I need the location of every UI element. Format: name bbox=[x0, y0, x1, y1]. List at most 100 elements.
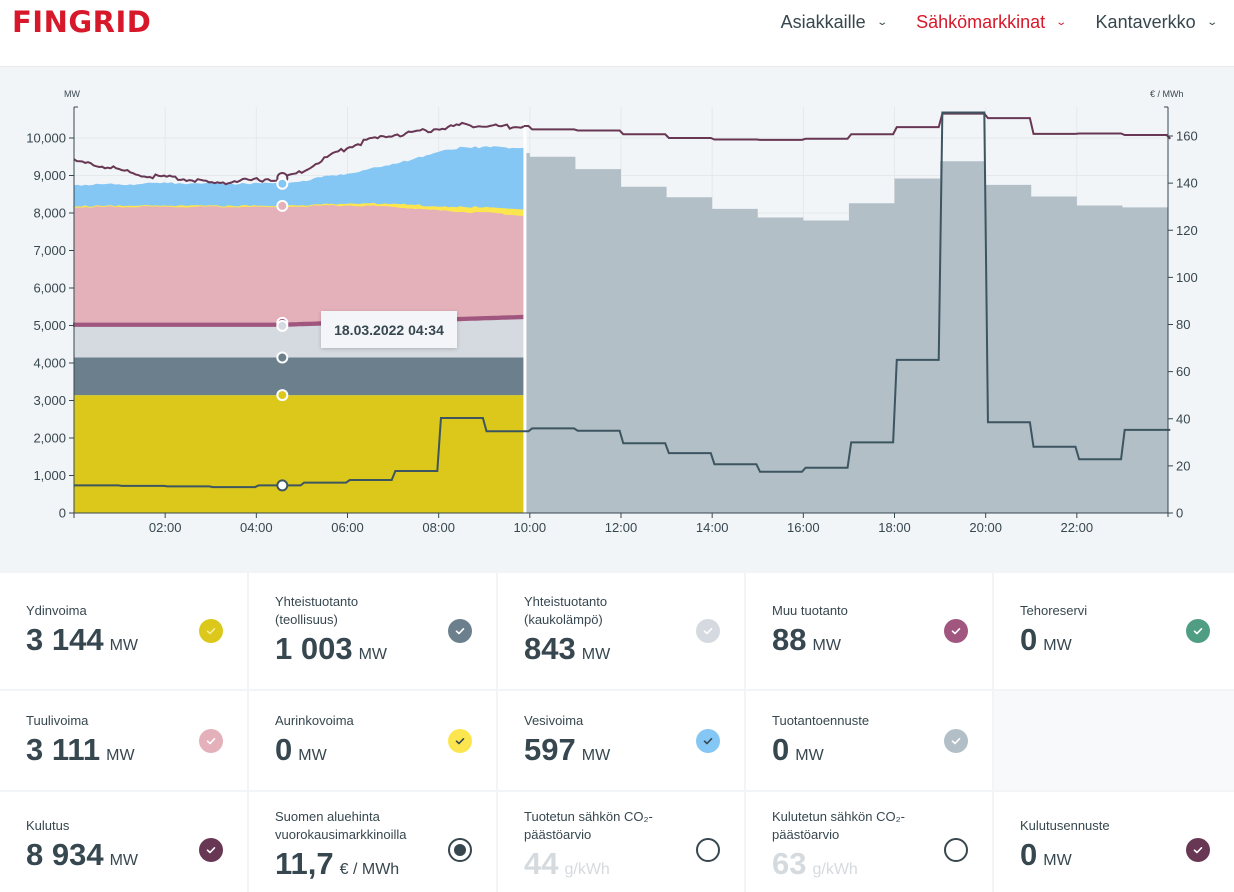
main-nav: Asiakkaille ⌄ Sähkömarkkinat ⌄ Kantaverk… bbox=[781, 12, 1218, 33]
checkbox-check-icon[interactable] bbox=[199, 619, 223, 643]
y-tick-label: 9,000 bbox=[33, 168, 66, 183]
legend-card[interactable]: Yhteistuotanto (teollisuus) 1 003 MW bbox=[249, 573, 496, 689]
card-value-number: 1 003 bbox=[275, 631, 353, 666]
chevron-down-icon: ⌄ bbox=[1205, 17, 1218, 28]
chart-tooltip: 18.03.2022 04:34 bbox=[321, 311, 457, 348]
checkbox-check-icon[interactable] bbox=[944, 619, 968, 643]
radio-unselected-icon[interactable] bbox=[944, 838, 968, 862]
checkbox-check-icon[interactable] bbox=[199, 729, 223, 753]
checkbox-check-icon[interactable] bbox=[448, 619, 472, 643]
nav-kantaverkko[interactable]: Kantaverkko ⌄ bbox=[1095, 12, 1218, 33]
x-tick-label: 12:00 bbox=[605, 520, 638, 535]
card-value-number: 11,7 bbox=[275, 846, 334, 881]
card-value-unit: g/kWh bbox=[812, 861, 858, 878]
card-value-unit: € / MWh bbox=[339, 861, 400, 878]
card-value-number: 0 bbox=[772, 732, 790, 767]
legend-card[interactable]: Tuulivoima 3 111 MW bbox=[0, 691, 247, 790]
y2-axis-label: € / MWh bbox=[1150, 89, 1184, 99]
legend-card[interactable]: Kulutusennuste 0 MW bbox=[994, 792, 1234, 892]
card-value-unit: MW bbox=[795, 747, 824, 764]
y-tick-label: 4,000 bbox=[33, 356, 66, 371]
radio-unselected-icon[interactable] bbox=[696, 838, 720, 862]
checkbox-check-icon[interactable] bbox=[696, 619, 720, 643]
card-value-unit: MW bbox=[581, 646, 611, 663]
card-label: Yhteistuotanto (kaukolämpö) bbox=[524, 594, 608, 627]
marker-price bbox=[276, 479, 289, 492]
card-label: Ydinvoima bbox=[26, 603, 87, 618]
checkbox-check-icon[interactable] bbox=[696, 729, 720, 753]
x-tick-label: 14:00 bbox=[696, 520, 729, 535]
y2-tick-label: 100 bbox=[1176, 270, 1198, 285]
area-ydinvoima bbox=[74, 395, 524, 513]
legend-card[interactable]: Kulutetun sähkön CO₂- päästöarvio 63 g/kWh bbox=[746, 792, 992, 892]
x-tick-label: 08:00 bbox=[422, 520, 455, 535]
legend-card[interactable]: Suomen aluehinta vuorokausimarkkinoilla 11… bbox=[249, 792, 496, 892]
y-tick-label: 3,000 bbox=[33, 393, 66, 408]
card-value-unit: MW bbox=[109, 852, 139, 869]
card-value-unit: MW bbox=[358, 646, 388, 663]
area-yhteistuotanto-teollisuus- bbox=[74, 357, 524, 396]
legend-card[interactable]: Tehoreservi 0 MW bbox=[994, 573, 1234, 689]
card-value-unit: MW bbox=[1043, 852, 1072, 869]
legend-card[interactable]: Tuotetun sähkön CO₂- päästöarvio 44 g/kWh bbox=[498, 792, 744, 892]
x-tick-label: 06:00 bbox=[331, 520, 364, 535]
checkbox-check-icon[interactable] bbox=[944, 729, 968, 753]
card-value: 597 MW bbox=[524, 732, 610, 768]
legend-card[interactable]: Aurinkovoima 0 MW bbox=[249, 691, 496, 790]
card-label: Vesivoima bbox=[524, 713, 584, 728]
site-header: FINGRID Asiakkaille ⌄ Sähkömarkkinat ⌄ K… bbox=[0, 0, 1234, 67]
x-tick-label: 04:00 bbox=[240, 520, 273, 535]
card-value-unit: MW bbox=[812, 637, 841, 654]
checkbox-check-icon[interactable] bbox=[1186, 838, 1210, 862]
legend-card[interactable]: Yhteistuotanto (kaukolämpö) 843 MW bbox=[498, 573, 744, 689]
y-tick-label: 10,000 bbox=[26, 131, 66, 146]
fingrid-logo[interactable]: FINGRID bbox=[12, 5, 152, 39]
legend-card[interactable]: Tuotantoennuste 0 MW bbox=[746, 691, 992, 790]
nav-sahkomarkkinat[interactable]: Sähkömarkkinat ⌄ bbox=[916, 12, 1067, 33]
chart-svg[interactable]: MW € / MWh 0 1,000 2,000 3,000 4,000 5,000 6,000… bbox=[0, 72, 1234, 570]
card-label: Kulutusennuste bbox=[1020, 818, 1110, 833]
card-value: 3 111 MW bbox=[26, 732, 135, 768]
card-label: Tuulivoima bbox=[26, 713, 89, 728]
card-label: Kulutetun sähkön CO₂- päästöarvio bbox=[772, 809, 905, 842]
marker-hydro bbox=[276, 177, 289, 190]
card-value-number: 44 bbox=[524, 846, 559, 881]
radio-selected-icon[interactable] bbox=[448, 838, 472, 862]
nav-label: Kantaverkko bbox=[1095, 12, 1196, 32]
x-tick-label: 20:00 bbox=[969, 520, 1002, 535]
checkbox-check-icon[interactable] bbox=[448, 729, 472, 753]
legend-cards: Ydinvoima 3 144 MW Yhteistuotanto (teollisuu… bbox=[0, 573, 1234, 892]
y-tick-label: 5,000 bbox=[33, 318, 66, 333]
card-value-number: 8 934 bbox=[26, 837, 104, 872]
card-value: 0 MW bbox=[1020, 622, 1072, 658]
area-production-forecast bbox=[526, 153, 1168, 513]
line-consumption bbox=[73, 121, 525, 186]
card-value-number: 843 bbox=[524, 631, 576, 666]
card-value-number: 0 bbox=[275, 732, 293, 767]
card-value: 0 MW bbox=[772, 732, 824, 768]
empty-card bbox=[994, 691, 1234, 790]
checkbox-check-icon[interactable] bbox=[199, 838, 223, 862]
nav-asiakkaille[interactable]: Asiakkaille ⌄ bbox=[781, 12, 888, 33]
area-tuulivoima bbox=[74, 203, 524, 323]
power-chart[interactable]: MW € / MWh 0 1,000 2,000 3,000 4,000 5,000 6,000… bbox=[0, 72, 1234, 570]
legend-card[interactable]: Vesivoima 597 MW bbox=[498, 691, 744, 790]
y-tick-label: 2,000 bbox=[33, 431, 66, 446]
legend-card[interactable]: Ydinvoima 3 144 MW bbox=[0, 573, 247, 689]
card-value-unit: MW bbox=[106, 747, 135, 764]
x-tick-label: 16:00 bbox=[787, 520, 820, 535]
legend-card[interactable]: Kulutus 8 934 MW bbox=[0, 792, 247, 892]
card-label: Tuotantoennuste bbox=[772, 713, 870, 728]
legend-card[interactable]: Muu tuotanto 88 MW bbox=[746, 573, 992, 689]
y-axis-label: MW bbox=[64, 89, 80, 99]
area-vesivoima bbox=[74, 146, 524, 210]
marker-nuclear bbox=[276, 389, 289, 402]
card-value: 63 g/kWh bbox=[772, 846, 858, 882]
y2-tick-label: 20 bbox=[1176, 458, 1190, 473]
x-tick-label: 10:00 bbox=[514, 520, 547, 535]
checkbox-check-icon[interactable] bbox=[1186, 619, 1210, 643]
card-value-number: 0 bbox=[1020, 837, 1038, 872]
y2-tick-label: 140 bbox=[1176, 176, 1198, 191]
card-value: 3 144 MW bbox=[26, 622, 138, 658]
card-value: 0 MW bbox=[275, 732, 327, 768]
